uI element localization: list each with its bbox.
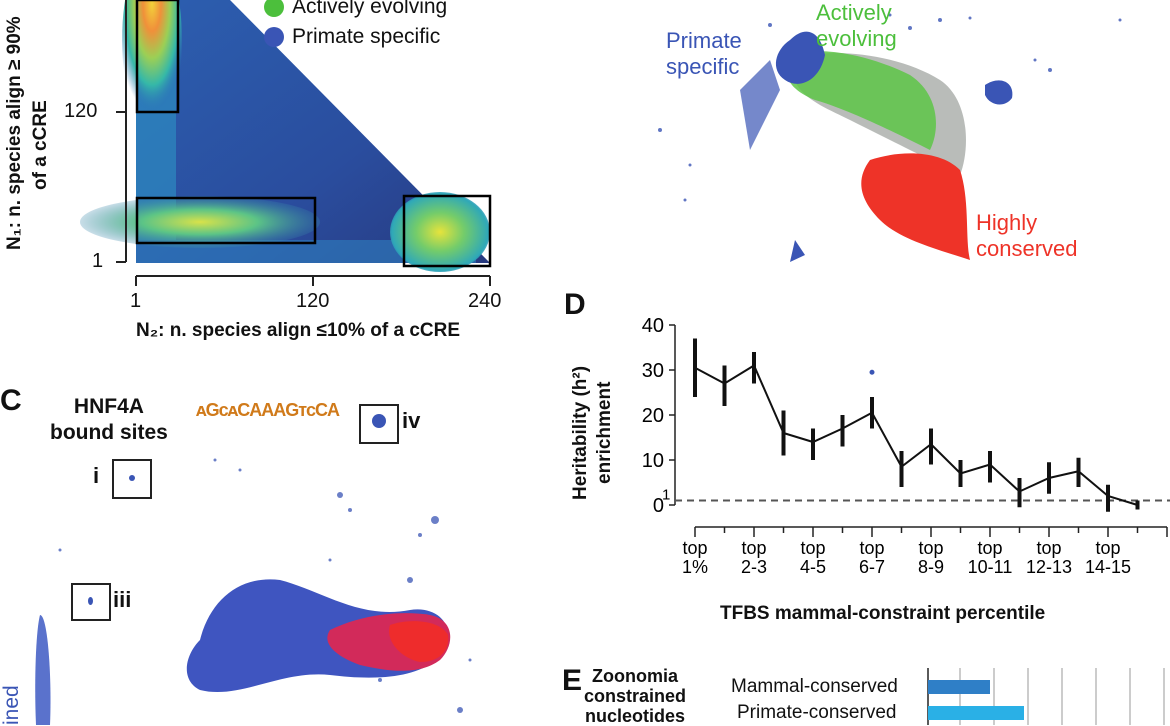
- title-line: Zoonomia: [592, 666, 679, 686]
- x-tick-label: top: [800, 538, 825, 558]
- x-tick-label: 6-7: [859, 557, 885, 577]
- partial-vertical-label: ined: [0, 685, 23, 725]
- y-tick-1: 1: [92, 250, 104, 272]
- panel-e-chart: [927, 668, 1165, 725]
- y-axis-label-line1: N₁: n. species align ≥ 90%: [4, 16, 25, 250]
- x-tick-label: 14-15: [1085, 557, 1131, 577]
- e-bar: [928, 706, 1024, 720]
- panel-e-letter: E: [562, 664, 583, 697]
- x-tick-label: 8-9: [918, 557, 944, 577]
- label-line: evolving: [816, 26, 897, 51]
- label-primate-specific: Primate specific: [666, 28, 742, 80]
- x-tick-120: 120: [296, 290, 330, 312]
- inset-iv[interactable]: [359, 404, 399, 444]
- x-tick-label: top: [741, 538, 766, 558]
- y-axis-label-line2: of a cCRE: [30, 100, 51, 190]
- x-tick-label: 10-11: [968, 557, 1013, 577]
- e-bar: [928, 680, 990, 694]
- legend-label: Actively evolving: [292, 0, 448, 18]
- outlier-point: [869, 369, 875, 375]
- panel-d-chart: 4030201001top1%top2-3top4-5top6-7top8-9t…: [642, 315, 1170, 617]
- legend-item-primate: Primate specific: [264, 24, 440, 50]
- label-line: conserved: [976, 236, 1078, 261]
- panel-a-heatmap: [80, 0, 492, 286]
- bar-label-primate: Primate-conserved: [737, 702, 897, 723]
- bar-label-mammal: Mammal-conserved: [731, 676, 898, 697]
- x-tick-240: 240: [468, 290, 502, 312]
- inset-i[interactable]: [112, 459, 152, 499]
- title-line: HNF4A: [73, 395, 144, 418]
- x-tick-label: 1%: [682, 557, 708, 577]
- cluster-icon: [372, 414, 386, 428]
- legend-label: Primate specific: [292, 25, 441, 48]
- series-line: [694, 364, 1138, 506]
- legend-dot-icon: [264, 27, 284, 47]
- y-tick-label: 40: [642, 315, 664, 337]
- label-actively-evolving: Actively evolving: [816, 0, 897, 52]
- x-tick-label: 2-3: [741, 557, 767, 577]
- y-tick-label: 0: [653, 495, 664, 517]
- label-highly-conserved: Highly conserved: [976, 210, 1078, 262]
- label-line: Primate: [666, 28, 742, 53]
- x-tick-label: top: [1095, 538, 1120, 558]
- panel-c-letter: C: [0, 384, 22, 417]
- title-line: constrained: [584, 686, 687, 706]
- label-line: specific: [666, 54, 740, 79]
- inset-iii[interactable]: [71, 583, 111, 621]
- x-tick-1: 1: [130, 290, 142, 312]
- x-tick-label: top: [918, 538, 943, 558]
- inset-iv-label: iv: [402, 408, 421, 433]
- panel-c-network: [35, 458, 472, 725]
- panel-d-ylabel-line2: enrichment: [594, 381, 615, 484]
- x-tick-label: top: [1036, 538, 1061, 558]
- x-tick-label: top: [977, 538, 1002, 558]
- cluster-icon: [129, 475, 135, 481]
- y-tick-120: 120: [64, 100, 98, 122]
- label-line: Highly: [976, 210, 1038, 235]
- legend-item-active: Actively evolving: [264, 0, 447, 20]
- y-tick-label: 10: [642, 450, 664, 472]
- legend-dot-icon: [264, 0, 284, 17]
- motif-logo: ᴀGᴄᴀCAAAGᴛᴄCA: [196, 400, 340, 420]
- x-tick-label: 12-13: [1026, 557, 1072, 577]
- panel-b-network: [658, 13, 1122, 262]
- baseline-label: 1: [662, 487, 670, 504]
- x-axis-label: N₂: n. species align ≤10% of a cCRE: [136, 320, 461, 341]
- x-tick-label: top: [682, 538, 707, 558]
- title-line: nucleotides: [585, 706, 686, 726]
- x-tick-label: top: [859, 538, 884, 558]
- cluster-icon: [88, 597, 93, 605]
- panel-c-title: HNF4A bound sites: [50, 394, 168, 446]
- panel-d-xlabel: TFBS mammal-constraint percentile: [720, 603, 1046, 624]
- y-tick-label: 30: [642, 360, 664, 382]
- x-tick-label: 4-5: [800, 557, 826, 577]
- inset-i-label: i: [93, 463, 100, 488]
- label-line: Actively: [816, 0, 892, 25]
- panel-e-title: Zoonomia constrained nucleotides: [584, 666, 686, 726]
- y-tick-label: 20: [642, 405, 664, 427]
- inset-iii-label: iii: [113, 587, 132, 612]
- title-line: bound sites: [50, 421, 168, 444]
- panel-d-ylabel-line1: Heritability (h²): [570, 365, 591, 500]
- panel-d-letter: D: [564, 288, 586, 321]
